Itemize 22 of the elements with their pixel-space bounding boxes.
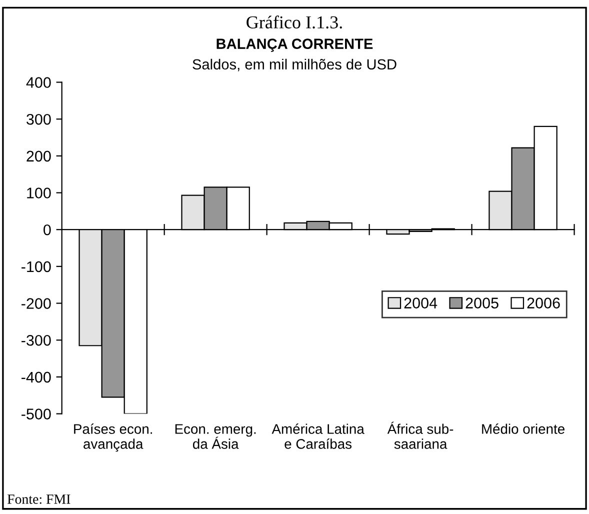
y-tick-label: 0 <box>44 224 51 236</box>
y-axis-title: Saldos, em mil milhões de USD <box>192 58 396 72</box>
y-tick-label: -500 <box>22 408 51 420</box>
x-tick-label: Econ. emerg. da Ásia <box>175 424 256 449</box>
y-tick-label: -200 <box>22 298 51 309</box>
y-tick-label: 200 <box>26 150 51 162</box>
chart-subtitle: BALANÇA CORRENTE <box>216 38 373 52</box>
y-tick-label: 300 <box>26 114 51 125</box>
y-tick-label: 100 <box>27 188 51 198</box>
x-tick-label: África sub- saariana <box>387 422 454 449</box>
legend-label: 2005 <box>466 298 498 308</box>
source-note: Fonte: FMI <box>7 494 70 504</box>
legend-label: 2006 <box>527 298 560 308</box>
x-tick-label: Países econ. avançada <box>74 424 152 452</box>
y-tick-label: -100 <box>22 261 51 272</box>
y-tick-label: -400 <box>22 372 51 383</box>
chart-title: Gráfico I.1.3. <box>246 16 342 29</box>
x-tick-label: América Latina e Caraíbas <box>272 424 364 449</box>
x-tick-label: Médio oriente <box>482 424 564 434</box>
y-tick-label: -300 <box>22 334 51 346</box>
y-tick-label: 400 <box>26 77 51 88</box>
legend-label: 2004 <box>404 298 438 308</box>
